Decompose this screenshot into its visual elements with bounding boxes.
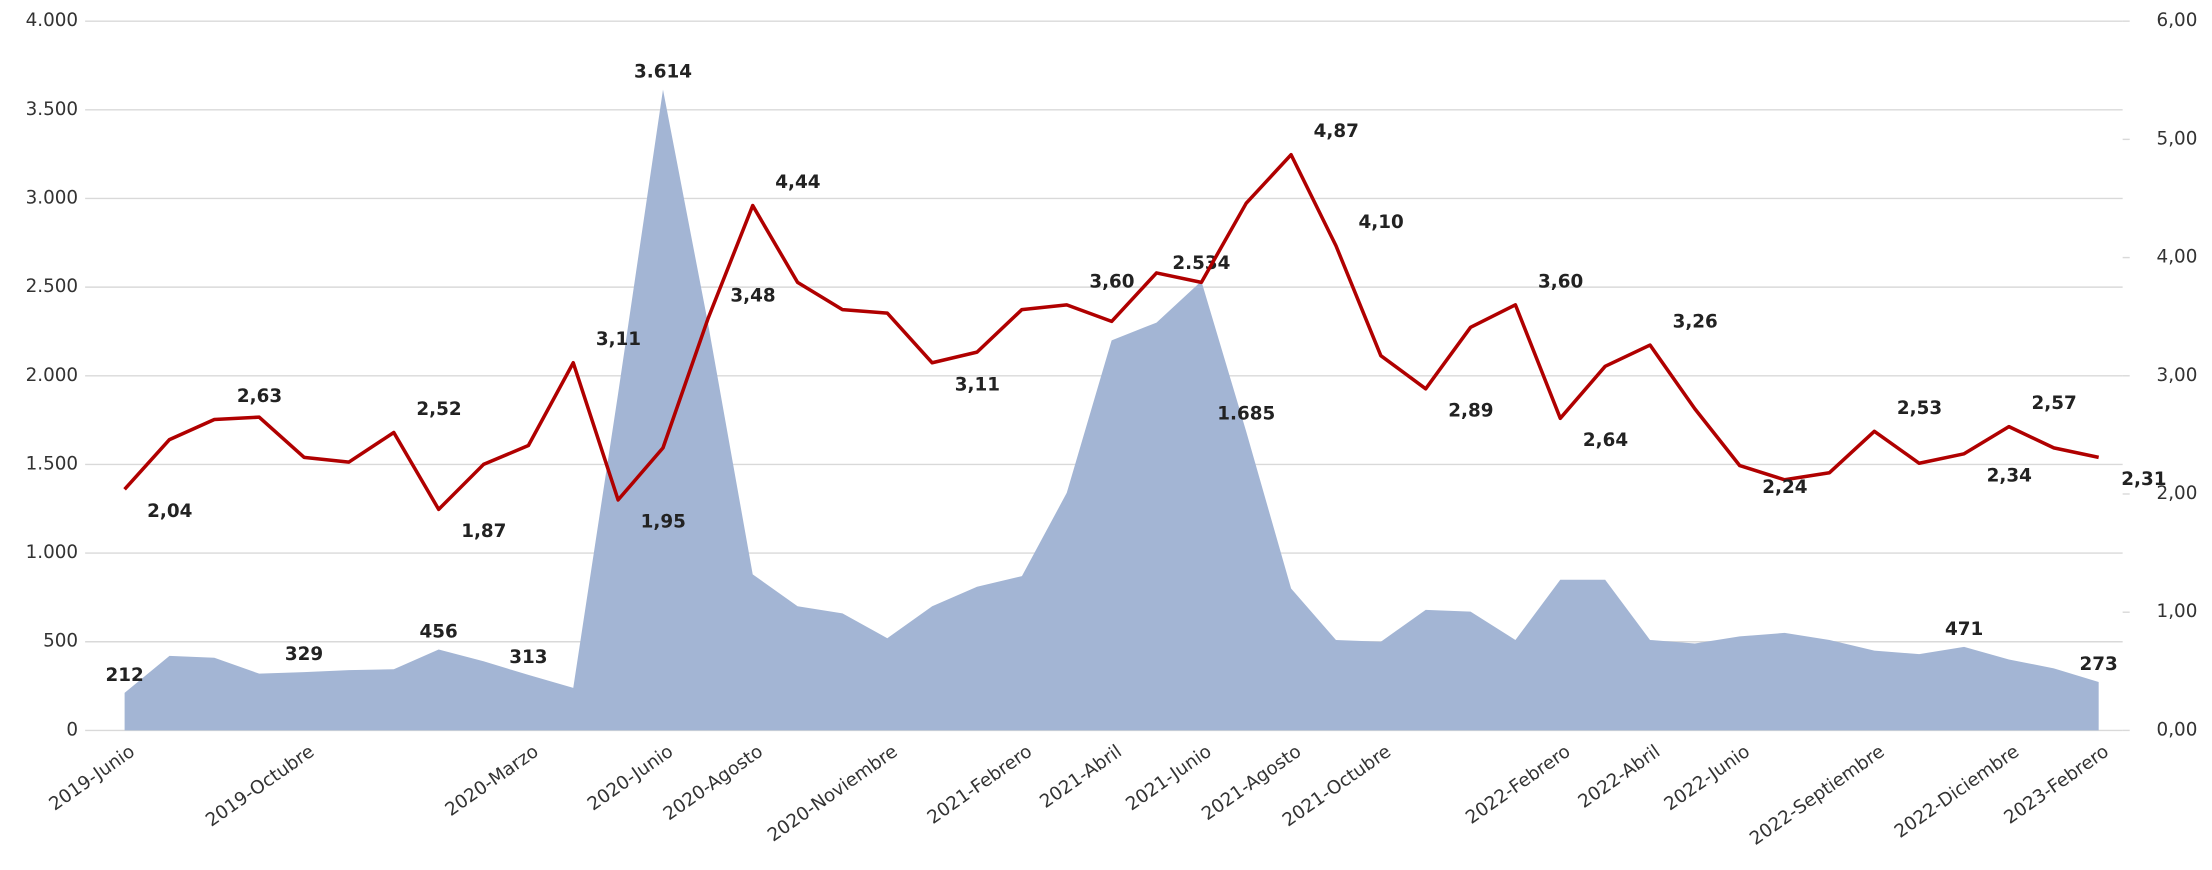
area-value-label: 1.685 <box>1217 404 1275 425</box>
y-tick-label: 4.000 <box>26 10 78 31</box>
y2-tick-label: 4,00 <box>2157 247 2198 268</box>
line-value-label: 3,60 <box>1538 271 1583 292</box>
y-tick-label: 2.500 <box>26 276 78 297</box>
line-value-label: 2,04 <box>147 501 192 522</box>
y2-tick-label: 2,00 <box>2157 483 2198 504</box>
line-value-label: 2,34 <box>1987 465 2032 486</box>
x-tick-label: 2022-Junio <box>1661 741 1754 815</box>
area-value-label: 273 <box>2080 654 2118 675</box>
x-tick-label: 2020-Noviembre <box>764 741 902 846</box>
line-value-label: 4,10 <box>1359 212 1404 233</box>
y-tick-label: 3.500 <box>26 99 78 120</box>
line-value-label: 2,89 <box>1448 400 1493 421</box>
area-value-label: 471 <box>1945 619 1983 640</box>
x-tick-label: 2020-Marzo <box>442 741 543 821</box>
x-tick-label: 2022-Febrero <box>1462 741 1574 828</box>
line-value-label: 3,26 <box>1673 311 1718 332</box>
y2-tick-label: 0,00 <box>2157 719 2198 740</box>
line <box>123 152 2100 512</box>
line-value-label: 2,31 <box>2121 469 2166 490</box>
line-value-label: 1,87 <box>461 521 506 542</box>
line-value-label: 2,52 <box>416 399 461 420</box>
y-tick-label: 3.000 <box>26 187 78 208</box>
y-tick-label: 500 <box>43 631 78 652</box>
line-value-label: 3,11 <box>596 329 641 350</box>
y-tick-label: 0 <box>66 719 78 740</box>
area-value-label: 3.614 <box>634 62 692 83</box>
area <box>124 89 2099 731</box>
line-value-label: 1,95 <box>641 511 686 532</box>
x-tick-label: 2022-Diciembre <box>1891 741 2023 842</box>
area-value-label: 329 <box>285 644 323 665</box>
x-tick-label: 2019-Octubre <box>202 741 318 831</box>
line-value-label: 3,60 <box>1089 271 1134 292</box>
y-tick-label: 2.000 <box>26 365 78 386</box>
x-tick-label: 2020-Agosto <box>660 741 767 825</box>
line-value-label: 2,63 <box>237 386 282 407</box>
x-tick-label: 2022-Septiembre <box>1746 741 1889 850</box>
area-value-label: 456 <box>420 622 458 643</box>
area-value-label: 2.534 <box>1172 253 1230 274</box>
x-tick-label: 2019-Junio <box>45 741 138 815</box>
y-tick-label: 1.000 <box>26 542 78 563</box>
y2-tick-label: 6,00 <box>2157 10 2198 31</box>
line-value-label: 2,64 <box>1583 430 1628 451</box>
line-value-label: 3,48 <box>730 285 775 306</box>
y2-tick-label: 5,00 <box>2157 128 2198 149</box>
x-tick-label: 2021-Febrero <box>924 741 1036 828</box>
y2-tick-label: 1,00 <box>2157 601 2198 622</box>
area-value-label: 212 <box>105 665 143 686</box>
line-value-label: 4,87 <box>1314 121 1359 142</box>
line-value-label: 2,53 <box>1897 398 1942 419</box>
area-value-label: 313 <box>509 647 547 668</box>
line-value-label: 2,57 <box>2032 393 2077 414</box>
x-tick-label: 2021-Abril <box>1036 741 1126 813</box>
line-value-label: 2,24 <box>1762 477 1807 498</box>
y-tick-label: 1.500 <box>26 453 78 474</box>
line-value-label: 3,11 <box>955 374 1000 395</box>
y2-tick-label: 3,00 <box>2157 365 2198 386</box>
x-tick-label: 2022-Abril <box>1575 741 1665 813</box>
line-value-label: 4,44 <box>775 172 820 193</box>
